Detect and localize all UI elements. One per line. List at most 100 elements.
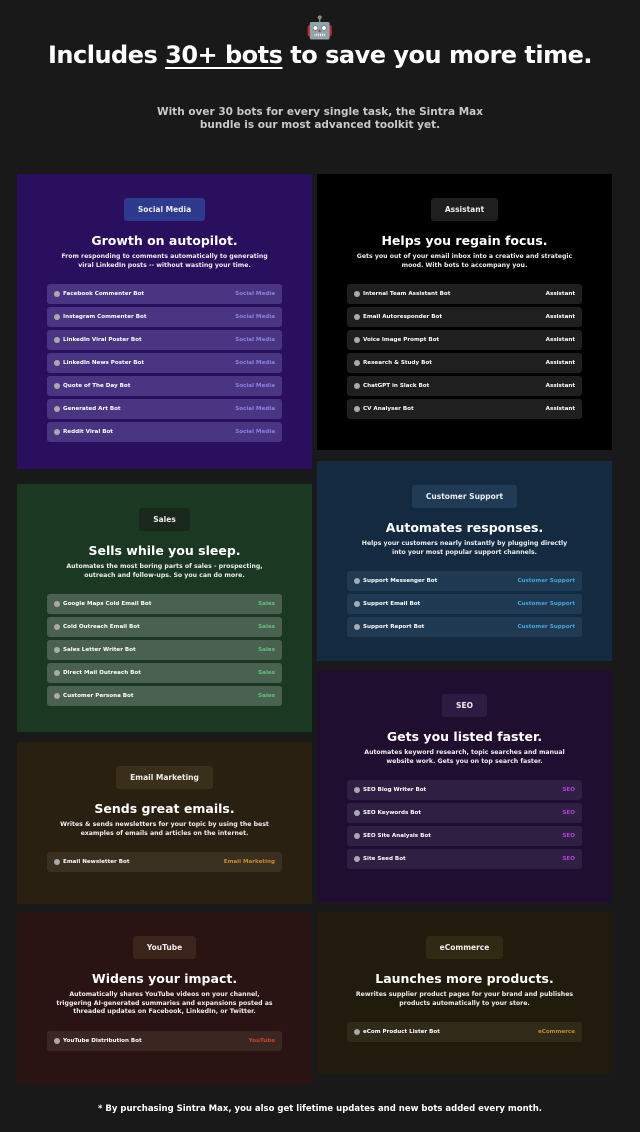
bot-icon	[54, 859, 60, 865]
title-text: Includes	[47, 41, 158, 69]
bot-list: SEO Blog Writer Bot SEO SEO Keywords Bot SE…	[347, 780, 582, 872]
bot-row: Instagram Commenter Bot Social Media	[47, 307, 282, 327]
card-description: Helps your customers nearly instantly by…	[361, 540, 568, 556]
bot-category: Social Media	[235, 291, 275, 297]
bot-row: LinkedIn News Poster Bot Social Media	[47, 353, 282, 373]
bot-icon	[354, 406, 360, 412]
bot-category: Email Marketing	[223, 859, 275, 865]
bot-name: Support Report Bot	[363, 624, 425, 630]
bot-icon	[354, 601, 360, 607]
bot-icon	[54, 383, 60, 389]
bot-row: SEO Keywords Bot SEO	[347, 803, 582, 823]
bot-name: Facebook Commenter Bot	[63, 291, 145, 297]
bot-category: Customer Support	[517, 578, 575, 584]
card-description: Rewrites supplier product pages for your…	[355, 991, 574, 1007]
bot-icon	[54, 1037, 60, 1044]
bot-category: Customer Support	[517, 624, 575, 630]
category-tag: Sales	[139, 508, 190, 531]
bot-card: Email Marketing Sends great emails. Writes…	[17, 742, 312, 904]
bot-icon	[54, 624, 60, 630]
bot-icon	[54, 314, 60, 320]
bot-icon	[354, 314, 360, 320]
bot-row: Generated Art Bot Social Media	[47, 399, 282, 419]
bot-icon	[354, 787, 360, 793]
bot-icon	[354, 1029, 360, 1035]
title: Includes 30+ bots to save you more time.	[0, 42, 640, 69]
bot-name: Direct Mail Outreach Bot	[63, 670, 141, 676]
bot-name: SEO Keywords Bot	[363, 810, 422, 816]
bot-icon	[354, 360, 360, 366]
bot-icon	[54, 429, 60, 435]
card-description: Automates keyword research, topic search…	[364, 749, 565, 765]
bot-row: Voice Image Prompt Bot Assistant	[347, 330, 582, 350]
bot-row: LinkedIn Viral Poster Bot Social Media	[47, 330, 282, 350]
category-tag: Customer Support	[411, 485, 518, 508]
bot-row: Direct Mail Outreach Bot Sales	[47, 663, 282, 683]
bot-name: Quote of The Day Bot	[63, 383, 131, 389]
bot-category: Social Media	[235, 337, 275, 343]
bot-list: Internal Team Assistant Bot Assistant Emai…	[347, 284, 582, 422]
bot-name: Research & Study Bot	[363, 360, 432, 366]
card-heading: Gets you listed faster.	[386, 729, 543, 744]
bot-name: eCom Product Lister Bot	[363, 1029, 440, 1035]
bot-card: Sales Sells while you sleep. Automates the…	[17, 484, 312, 732]
robot-icon: 🤖	[306, 16, 334, 41]
bot-name: LinkedIn Viral Poster Bot	[63, 337, 142, 343]
bot-category: SEO	[562, 787, 575, 793]
bot-name: Sales Letter Writer Bot	[63, 647, 136, 653]
bot-row: Support Report Bot Customer Support	[347, 617, 582, 637]
bot-icon	[54, 360, 60, 366]
bot-row: Site Seed Bot SEO	[347, 849, 582, 869]
bot-list: Google Maps Cold Email Bot Sales Cold Outr…	[47, 594, 282, 709]
bot-icon	[354, 624, 360, 630]
bot-row: SEO Site Analysis Bot SEO	[347, 826, 582, 846]
bot-icon	[354, 291, 360, 297]
bot-category: Assistant	[545, 383, 575, 389]
bot-row: Email Autoresponder Bot Assistant	[347, 307, 582, 327]
bot-row: Customer Persona Bot Sales	[47, 686, 282, 706]
bot-row: ChatGPT in Slack Bot Assistant	[347, 376, 582, 396]
category-tag: SEO	[442, 694, 487, 717]
bot-category: Social Media	[235, 383, 275, 389]
bot-row: Support Messenger Bot Customer Support	[347, 571, 582, 591]
bot-row: Email Newsletter Bot Email Marketing	[47, 852, 282, 872]
bot-row: Facebook Commenter Bot Social Media	[47, 284, 282, 304]
bot-icon	[354, 833, 360, 839]
bot-list: Facebook Commenter Bot Social Media Instag…	[47, 284, 282, 445]
bot-row: YouTube Distribution Bot YouTube	[47, 1030, 282, 1051]
bot-icon	[54, 670, 60, 676]
bot-category: Sales	[258, 601, 275, 607]
bot-row: Cold Outreach Email Bot Sales	[47, 617, 282, 637]
bot-category: Social Media	[235, 360, 275, 366]
bot-icon	[54, 406, 60, 412]
bot-icon	[354, 578, 360, 584]
bot-row: Reddit Viral Bot Social Media	[47, 422, 282, 442]
bot-category: Assistant	[545, 291, 575, 297]
bot-name: Email Autoresponder Bot	[363, 314, 443, 320]
bot-row: Internal Team Assistant Bot Assistant	[347, 284, 582, 304]
bot-row: Support Email Bot Customer Support	[347, 594, 582, 614]
bot-name: SEO Blog Writer Bot	[363, 787, 427, 793]
bot-name: Generated Art Bot	[63, 406, 121, 412]
bot-icon	[54, 647, 60, 653]
bot-row: Google Maps Cold Email Bot Sales	[47, 594, 282, 614]
card-heading: Helps you regain focus.	[381, 233, 548, 248]
bot-category: SEO	[562, 856, 575, 862]
bot-category: YouTube	[248, 1037, 275, 1044]
bot-row: Sales Letter Writer Bot Sales	[47, 640, 282, 660]
bot-name: Customer Persona Bot	[63, 693, 134, 699]
category-tag: eCommerce	[425, 936, 504, 959]
bot-category: Social Media	[235, 429, 275, 435]
bot-icon	[354, 383, 360, 389]
subtitle: With over 30 bots for every single task,…	[157, 106, 483, 131]
bot-name: Instagram Commenter Bot	[63, 314, 147, 320]
card-heading: Automates responses.	[385, 520, 544, 535]
bot-category: Sales	[258, 670, 275, 676]
card-heading: Sells while you sleep.	[88, 543, 241, 558]
card-heading: Growth on autopilot.	[91, 233, 238, 248]
card-description: Automates the most boring parts of sales…	[66, 563, 263, 579]
bot-name: Voice Image Prompt Bot	[363, 337, 440, 343]
card-description: Gets you out of your email inbox into a …	[356, 253, 573, 269]
bot-icon	[354, 337, 360, 343]
bot-category: Social Media	[235, 406, 275, 412]
